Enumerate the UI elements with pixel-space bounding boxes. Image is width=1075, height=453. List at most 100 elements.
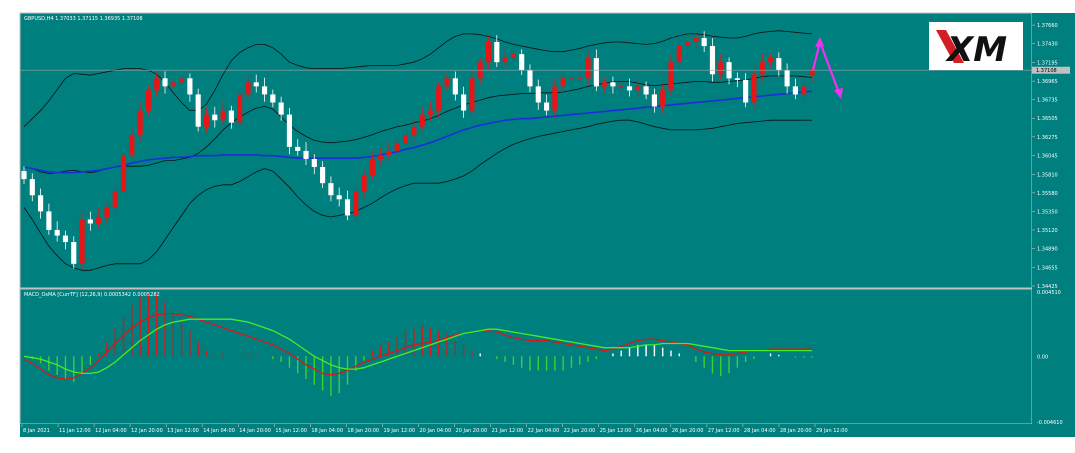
candle-body (709, 46, 716, 75)
candle (344, 190, 351, 221)
candle-body (560, 78, 566, 87)
candle (494, 35, 500, 68)
candle (685, 37, 691, 54)
candle (452, 71, 458, 101)
candle-body (743, 79, 749, 103)
candle-body (751, 74, 757, 103)
candle-body (436, 86, 442, 111)
time-tick-label: 13 Jan 12:00 (167, 428, 199, 434)
candle (245, 75, 251, 100)
candle-body (29, 179, 35, 196)
candle (137, 101, 143, 143)
candle (361, 169, 367, 199)
candle-body (79, 219, 85, 264)
candle (693, 32, 699, 47)
candle-body (286, 114, 293, 147)
candle (38, 188, 44, 219)
time-tick-label: 18 Jan 20:00 (347, 428, 379, 434)
candle (336, 187, 342, 207)
candle (54, 221, 60, 242)
candle (220, 101, 226, 126)
forecast-arrows (811, 37, 843, 99)
time-tick-label: 19 Jan 12:00 (383, 428, 415, 434)
candle-body (54, 229, 60, 236)
candle (203, 107, 210, 133)
candle (320, 161, 326, 188)
candle (718, 53, 724, 80)
candle-body (71, 242, 77, 264)
candle-body (361, 175, 367, 192)
candle (552, 77, 558, 117)
candle-body (253, 82, 259, 87)
candle (21, 166, 27, 184)
candle (154, 72, 160, 97)
candle (543, 94, 550, 116)
candle-body (618, 86, 624, 88)
price-tick-label: 1.36505 (1037, 116, 1058, 122)
candle (129, 127, 135, 161)
candle (660, 83, 666, 114)
candle-body (411, 126, 417, 135)
candle (253, 74, 259, 93)
candle-body (353, 191, 359, 216)
bollinger-upper-line (23, 30, 813, 127)
candle (792, 78, 798, 100)
candle-body (668, 62, 674, 91)
candle-body (378, 154, 384, 159)
candle-body (593, 58, 599, 87)
candle-body (320, 167, 326, 184)
candle-body (660, 90, 666, 107)
candle (411, 119, 417, 143)
candle (170, 74, 176, 92)
time-tick-label: 14 Jan 04:00 (203, 428, 235, 434)
macd-lines (23, 312, 812, 380)
candle (286, 107, 293, 155)
candle-body (195, 94, 201, 127)
down-arrow (818, 41, 843, 99)
candle (378, 147, 384, 166)
candle-body (336, 195, 342, 200)
candle (295, 139, 301, 156)
candle (179, 69, 185, 89)
candle-body (643, 86, 649, 95)
candle (635, 77, 641, 98)
time-tick-label: 15 Jan 12:00 (275, 428, 307, 434)
up-arrow-shaft (811, 41, 822, 71)
candle-body (718, 62, 724, 75)
candle (212, 106, 218, 128)
candle (71, 236, 77, 269)
candle-body (228, 110, 234, 123)
current-price-label: 1.37108 (1036, 68, 1057, 74)
time-tick-label: 28 Jan 20:00 (780, 428, 812, 434)
candle-body (519, 54, 525, 71)
candle-body (203, 114, 210, 127)
candle-body (602, 82, 608, 87)
time-tick-label: 22 Jan 20:00 (564, 428, 596, 434)
candle-body (154, 78, 160, 91)
time-tick-label: 27 Jan 12:00 (708, 428, 740, 434)
candle-body (701, 37, 707, 47)
candle-body (626, 86, 633, 91)
candle-body (469, 78, 475, 111)
candle-body (261, 86, 268, 95)
candle-body (162, 78, 168, 87)
candle (643, 81, 649, 100)
xm-logo-text: XM (945, 30, 1007, 70)
candle (618, 79, 624, 92)
price-tick-label: 1.37430 (1037, 42, 1058, 48)
candle-body (386, 150, 392, 155)
candle (79, 212, 85, 270)
candle (270, 89, 276, 108)
candle-body (809, 70, 815, 76)
time-tick-label: 20 Jan 04:00 (420, 428, 452, 434)
macd-axis-ticks: 0.004510 0.00 -0.004610 (1037, 290, 1063, 426)
candle-body (577, 78, 583, 80)
candle-body (104, 207, 110, 218)
moving-average (23, 90, 813, 174)
candle-body (461, 94, 467, 111)
candle (278, 96, 284, 121)
candle (436, 81, 442, 118)
candle (444, 72, 450, 92)
candle (104, 202, 110, 224)
candle-body (369, 158, 375, 176)
